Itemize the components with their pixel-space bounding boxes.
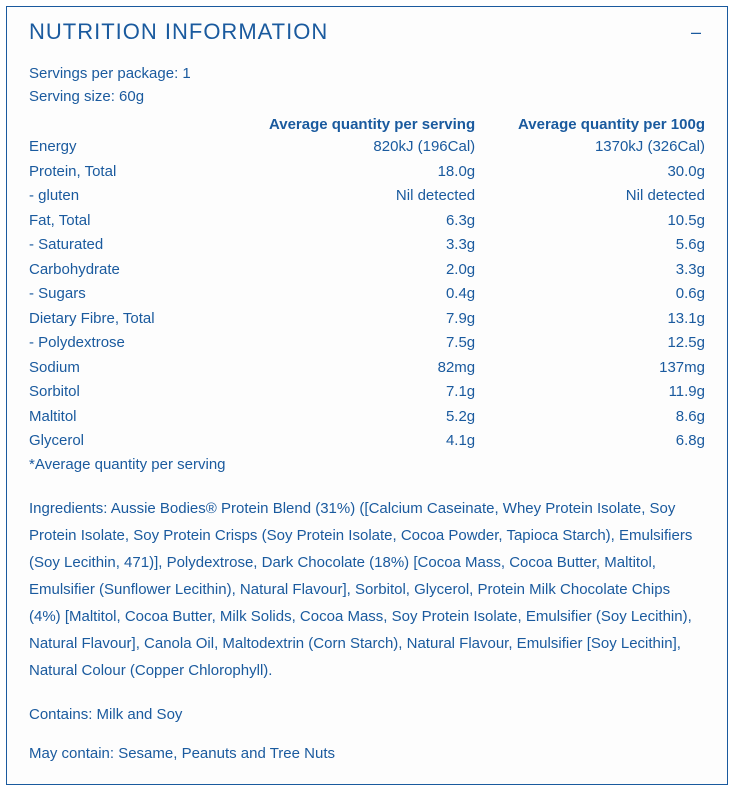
ingredients-text: Ingredients: Aussie Bodies® Protein Blen… [29, 495, 705, 684]
panel-header[interactable]: NUTRITION INFORMATION – [29, 19, 705, 45]
nutrient-per-100g: 8.6g [475, 405, 705, 430]
nutrient-name: Fat, Total [29, 209, 245, 234]
nutrient-per-serving: 7.1g [245, 380, 475, 405]
panel-title: NUTRITION INFORMATION [29, 19, 328, 45]
nutrient-per-serving: 7.9g [245, 307, 475, 332]
nutrient-per-100g: Nil detected [475, 184, 705, 209]
table-row: Protein, Total18.0g30.0g [29, 160, 705, 185]
table-row: Carbohydrate2.0g3.3g [29, 258, 705, 283]
nutrient-per-serving: 2.0g [245, 258, 475, 283]
nutrition-table-body: Energy820kJ (196Cal)1370kJ (326Cal) Prot… [29, 135, 705, 454]
table-row: - Sugars0.4g0.6g [29, 282, 705, 307]
nutrient-per-100g: 12.5g [475, 331, 705, 356]
nutrient-per-100g: 0.6g [475, 282, 705, 307]
table-row: - Saturated3.3g5.6g [29, 233, 705, 258]
table-row: - glutenNil detectedNil detected [29, 184, 705, 209]
nutrient-per-100g: 1370kJ (326Cal) [475, 135, 705, 160]
nutrient-per-100g: 5.6g [475, 233, 705, 258]
nutrient-per-serving: 7.5g [245, 331, 475, 356]
nutrient-per-100g: 13.1g [475, 307, 705, 332]
nutrient-name: Glycerol [29, 429, 245, 454]
table-row: Energy820kJ (196Cal)1370kJ (326Cal) [29, 135, 705, 160]
nutrient-name: Dietary Fibre, Total [29, 307, 245, 332]
contains-text: Contains: Milk and Soy [29, 706, 705, 723]
may-contain-text: May contain: Sesame, Peanuts and Tree Nu… [29, 745, 705, 762]
nutrient-per-100g: 11.9g [475, 380, 705, 405]
footnote: *Average quantity per serving [29, 456, 705, 473]
nutrient-per-serving: 6.3g [245, 209, 475, 234]
collapse-toggle[interactable]: – [687, 22, 705, 43]
nutrient-name: - Polydextrose [29, 331, 245, 356]
nutrient-per-serving: 82mg [245, 356, 475, 381]
nutrient-per-serving: 0.4g [245, 282, 475, 307]
table-row: Fat, Total6.3g10.5g [29, 209, 705, 234]
servings-per-package: Servings per package: 1 [29, 63, 705, 86]
nutrient-name: - Saturated [29, 233, 245, 258]
nutrient-per-100g: 30.0g [475, 160, 705, 185]
nutrient-per-serving: 18.0g [245, 160, 475, 185]
nutrient-name: Maltitol [29, 405, 245, 430]
nutrition-table: Average quantity per serving Average qua… [29, 114, 705, 454]
nutrient-per-100g: 137mg [475, 356, 705, 381]
nutrient-per-100g: 10.5g [475, 209, 705, 234]
table-header-row: Average quantity per serving Average qua… [29, 114, 705, 135]
col-header-per-serving: Average quantity per serving [245, 114, 475, 135]
nutrient-per-100g: 3.3g [475, 258, 705, 283]
table-row: Sorbitol7.1g11.9g [29, 380, 705, 405]
nutrient-name: Protein, Total [29, 160, 245, 185]
table-row: Glycerol4.1g6.8g [29, 429, 705, 454]
serving-size: Serving size: 60g [29, 86, 705, 109]
table-row: - Polydextrose7.5g12.5g [29, 331, 705, 356]
table-row: Maltitol5.2g8.6g [29, 405, 705, 430]
nutrition-panel: NUTRITION INFORMATION – Servings per pac… [6, 6, 728, 785]
table-row: Sodium82mg137mg [29, 356, 705, 381]
nutrient-name: Energy [29, 135, 245, 160]
nutrient-per-serving: 4.1g [245, 429, 475, 454]
nutrient-per-serving: 3.3g [245, 233, 475, 258]
nutrient-name: Sodium [29, 356, 245, 381]
nutrient-per-serving: Nil detected [245, 184, 475, 209]
nutrient-name: Carbohydrate [29, 258, 245, 283]
nutrient-name: - gluten [29, 184, 245, 209]
nutrient-name: - Sugars [29, 282, 245, 307]
nutrient-per-serving: 5.2g [245, 405, 475, 430]
nutrient-per-100g: 6.8g [475, 429, 705, 454]
col-header-name [29, 114, 245, 135]
table-row: Dietary Fibre, Total7.9g13.1g [29, 307, 705, 332]
nutrient-name: Sorbitol [29, 380, 245, 405]
nutrient-per-serving: 820kJ (196Cal) [245, 135, 475, 160]
col-header-per-100g: Average quantity per 100g [475, 114, 705, 135]
